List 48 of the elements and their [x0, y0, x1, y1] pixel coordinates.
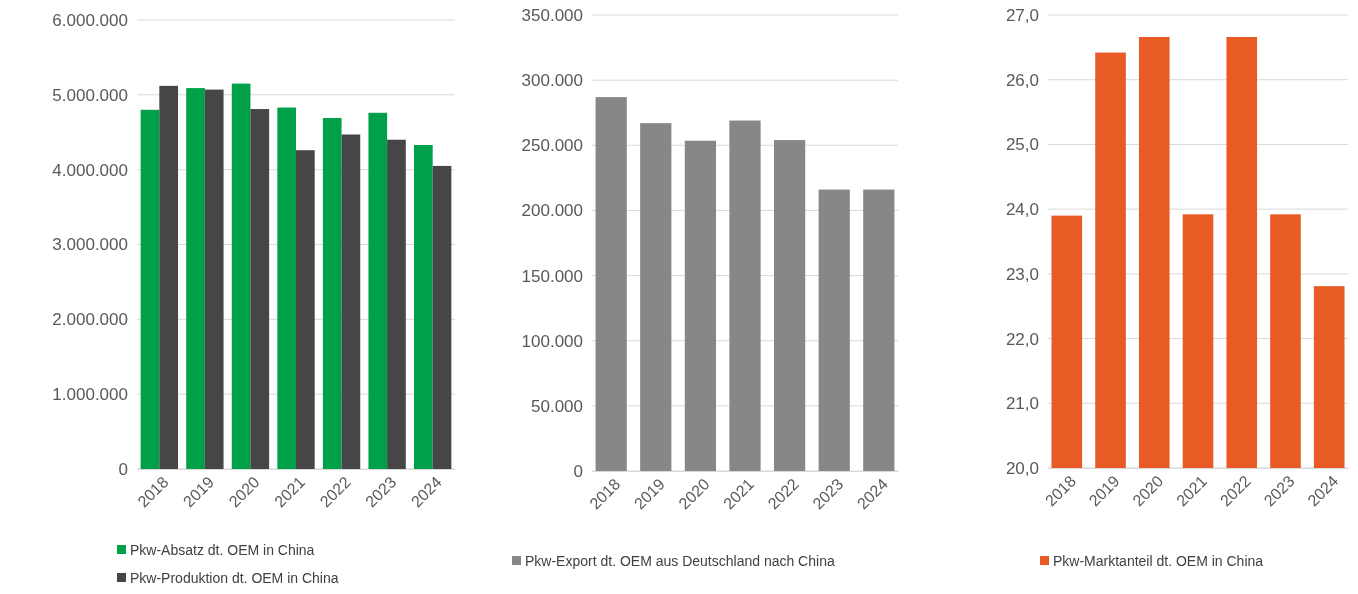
y-tick-label: 100.000	[521, 331, 583, 351]
y-tick-label: 6.000.000	[52, 10, 128, 30]
bar	[231, 83, 251, 469]
bar	[729, 120, 761, 471]
y-tick-label: 27,0	[1005, 5, 1039, 25]
y-tick-label: 150.000	[521, 266, 583, 286]
bar	[277, 107, 296, 469]
y-tick-label: 5.000.000	[52, 85, 128, 105]
y-tick-label: 1.000.000	[52, 385, 128, 405]
y-tick-label: 20,0	[1005, 458, 1039, 478]
bar	[863, 189, 895, 471]
y-tick-label: 0	[573, 461, 583, 481]
bar	[368, 112, 388, 469]
bar	[186, 88, 205, 469]
bar	[595, 97, 627, 471]
y-tick-label: 350.000	[521, 5, 583, 25]
legend-label: Pkw-Absatz dt. OEM in China	[130, 542, 315, 558]
legend-label: Pkw-Export dt. OEM aus Deutschland nach China	[525, 553, 835, 569]
y-tick-label: 26,0	[1005, 70, 1039, 90]
y-tick-label: 21,0	[1005, 394, 1039, 414]
bar	[684, 140, 717, 471]
bar	[818, 189, 850, 471]
bar	[640, 123, 672, 471]
bar	[204, 89, 224, 469]
bar	[159, 85, 178, 469]
y-tick-label: 2.000.000	[52, 310, 128, 330]
y-tick-label: 3.000.000	[52, 235, 128, 255]
y-tick-label: 24,0	[1005, 200, 1039, 220]
bar	[414, 144, 433, 469]
y-tick-label: 22,0	[1005, 329, 1039, 349]
bar	[432, 165, 452, 469]
y-tick-label: 300.000	[521, 71, 583, 91]
legend-label: Pkw-Produktion dt. OEM in China	[130, 570, 339, 586]
legend-label: Pkw-Marktanteil dt. OEM in China	[1053, 553, 1264, 569]
bar	[773, 140, 806, 471]
bar	[341, 134, 361, 469]
bar	[387, 139, 406, 469]
y-tick-label: 250.000	[521, 136, 583, 156]
y-tick-label: 4.000.000	[52, 160, 128, 180]
y-tick-label: 25,0	[1005, 135, 1039, 155]
bar	[250, 109, 270, 469]
y-tick-label: 23,0	[1005, 264, 1039, 284]
y-tick-label: 50.000	[531, 396, 583, 416]
bar	[140, 109, 160, 469]
bar	[322, 118, 342, 469]
y-tick-label: 0	[118, 459, 128, 479]
bar	[296, 150, 315, 469]
y-tick-label: 200.000	[521, 201, 583, 221]
